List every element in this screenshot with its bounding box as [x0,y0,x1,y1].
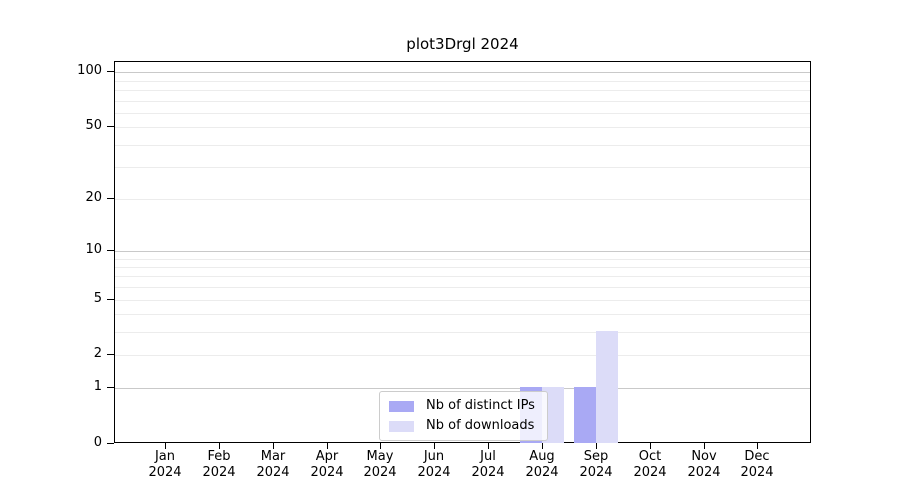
x-tick-label-sep: Sep 2024 [579,449,613,480]
legend-label-downloads: Nb of downloads [426,418,535,433]
y-tick-label-100: 100 [77,63,102,78]
x-tick-label-feb: Feb 2024 [202,449,236,480]
gridline-80 [115,89,810,91]
y-tick-mark-20 [107,198,114,199]
x-tick-mark-jun [434,443,435,449]
y-tick-mark-10 [107,250,114,251]
gridline-30 [115,167,810,169]
x-tick-label-nov: Nov 2024 [687,449,721,480]
y-tick-mark-50 [107,126,114,127]
y-tick-mark-2 [107,354,114,355]
y-tick-mark-100 [107,71,114,72]
gridline-1 [115,388,810,390]
y-tick-label-10: 10 [85,242,102,257]
x-tick-mark-feb [219,443,220,449]
plot-area [114,61,811,443]
legend: Nb of distinct IPs Nb of downloads [379,391,548,441]
gridline-6 [115,287,810,289]
y-tick-label-20: 20 [85,190,102,205]
gridline-70 [115,100,810,102]
x-tick-label-dec: Dec 2024 [740,449,774,480]
gridline-2 [115,355,810,357]
x-tick-label-jan: Jan 2024 [148,449,182,480]
y-tick-label-0: 0 [93,435,102,450]
y-tick-label-1: 1 [93,379,102,394]
gridline-40 [115,144,810,146]
x-tick-label-mar: Mar 2024 [256,449,290,480]
x-tick-mark-jan [165,443,166,449]
legend-item-downloads: Nb of downloads [389,418,538,434]
gridline-4 [115,314,810,316]
x-tick-label-aug: Aug 2024 [525,449,559,480]
x-tick-label-oct: Oct 2024 [633,449,667,480]
y-tick-label-2: 2 [93,346,102,361]
x-tick-mark-jul [488,443,489,449]
chart-title: plot3Drgl 2024 [406,35,519,53]
x-tick-mark-dec [757,443,758,449]
x-tick-mark-mar [273,443,274,449]
x-tick-mark-nov [704,443,705,449]
gridline-3 [115,332,810,334]
gridline-100 [115,72,810,74]
bar-sep-downloads [595,331,618,443]
gridline-90 [115,80,810,82]
x-tick-label-jul: Jul 2024 [471,449,505,480]
gridline-60 [115,112,810,114]
bar-sep-distinct-ips [573,387,596,443]
x-tick-mark-aug [542,443,543,449]
x-tick-mark-may [380,443,381,449]
x-tick-mark-sep [596,443,597,449]
gridline-9 [115,258,810,260]
gridline-20 [115,198,810,200]
legend-label-distinct-ips: Nb of distinct IPs [426,398,535,413]
y-tick-label-50: 50 [85,118,102,133]
gridline-5 [115,299,810,301]
x-tick-label-apr: Apr 2024 [310,449,344,480]
x-tick-label-may: May 2024 [363,449,397,480]
legend-item-distinct-ips: Nb of distinct IPs [389,398,538,414]
gridline-50 [115,127,810,129]
x-tick-label-jun: Jun 2024 [417,449,451,480]
gridline-7 [115,276,810,278]
gridline-10 [115,250,810,252]
legend-swatch-distinct-ips [389,400,414,412]
gridline-8 [115,266,810,268]
x-tick-mark-oct [650,443,651,449]
y-tick-mark-1 [107,387,114,388]
y-tick-mark-0 [107,443,114,444]
y-tick-label-5: 5 [93,291,102,306]
x-tick-mark-apr [327,443,328,449]
legend-swatch-downloads [389,420,414,432]
y-tick-mark-5 [107,299,114,300]
